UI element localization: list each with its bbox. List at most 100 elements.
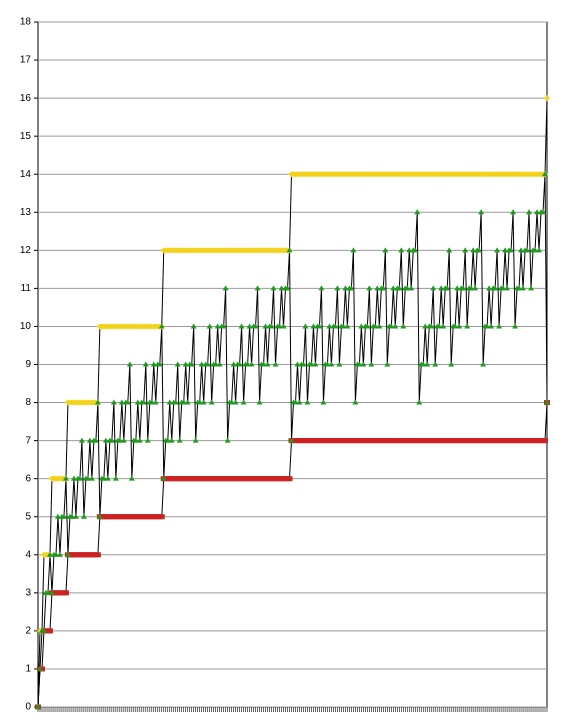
y-tick-label: 10	[20, 321, 32, 332]
data-point	[158, 514, 165, 520]
data-point	[510, 209, 517, 215]
data-point	[272, 361, 279, 367]
data-point	[432, 361, 439, 367]
data-point	[390, 285, 397, 291]
data-point	[52, 551, 59, 557]
data-point	[150, 361, 157, 367]
data-point	[286, 247, 293, 253]
data-point	[404, 285, 411, 291]
data-point	[296, 399, 303, 405]
data-point	[264, 361, 271, 367]
data-point	[134, 399, 141, 405]
data-point	[422, 323, 429, 329]
data-point	[212, 361, 219, 367]
data-point	[102, 437, 109, 443]
data-point	[324, 361, 331, 367]
data-point	[46, 628, 53, 634]
data-point	[438, 285, 445, 291]
data-point	[62, 475, 69, 481]
data-point	[472, 285, 479, 291]
data-point	[372, 323, 379, 329]
data-point	[532, 247, 539, 253]
data-point	[230, 361, 237, 367]
data-point	[56, 551, 63, 557]
data-point	[468, 285, 475, 291]
data-point	[408, 285, 415, 291]
data-point	[100, 475, 107, 481]
data-point	[334, 285, 341, 291]
data-point	[504, 285, 511, 291]
data-point	[152, 399, 159, 405]
data-point	[188, 361, 195, 367]
data-point	[236, 361, 243, 367]
data-point	[214, 323, 221, 329]
data-point	[228, 399, 235, 405]
data-point	[382, 247, 389, 253]
data-point	[440, 323, 447, 329]
data-point	[516, 285, 523, 291]
data-point	[424, 361, 431, 367]
data-point	[336, 361, 343, 367]
data-point	[220, 323, 227, 329]
data-point	[260, 361, 267, 367]
data-point	[444, 285, 451, 291]
data-point	[164, 437, 171, 443]
data-point	[288, 437, 295, 443]
data-point	[480, 361, 487, 367]
data-point	[540, 209, 547, 215]
data-point	[180, 399, 187, 405]
data-point	[278, 285, 285, 291]
data-point	[168, 437, 175, 443]
data-point	[76, 475, 83, 481]
data-point	[380, 285, 387, 291]
data-point	[300, 361, 307, 367]
data-point	[182, 361, 189, 367]
data-point	[526, 209, 533, 215]
data-point	[460, 285, 467, 291]
data-point	[148, 399, 155, 405]
y-tick-label: 1	[25, 664, 31, 675]
data-point	[118, 399, 125, 405]
data-point	[454, 285, 461, 291]
data-point	[496, 323, 503, 329]
data-point	[428, 323, 435, 329]
data-point	[132, 437, 139, 443]
data-point	[350, 247, 357, 253]
data-point	[204, 361, 211, 367]
data-point	[184, 399, 191, 405]
data-point	[352, 399, 359, 405]
data-point	[544, 95, 550, 102]
y-tick-label: 2	[25, 626, 31, 637]
data-point	[374, 285, 381, 291]
data-point	[392, 323, 399, 329]
data-point	[396, 285, 403, 291]
data-point	[124, 399, 131, 405]
data-point	[500, 285, 507, 291]
data-point	[508, 247, 515, 253]
data-point	[252, 323, 259, 329]
data-point	[302, 323, 309, 329]
data-point	[484, 323, 491, 329]
data-point	[304, 399, 311, 405]
data-point	[84, 475, 91, 481]
data-point	[140, 399, 147, 405]
data-point	[340, 323, 347, 329]
data-point	[342, 285, 349, 291]
data-point	[256, 399, 263, 405]
y-tick-label: 15	[20, 131, 32, 142]
data-point	[478, 209, 485, 215]
data-point	[270, 285, 277, 291]
data-point	[284, 285, 291, 291]
data-point	[62, 590, 69, 596]
data-point	[384, 361, 391, 367]
y-tick-label: 4	[25, 549, 31, 560]
y-tick-label: 9	[25, 359, 31, 370]
data-point	[292, 399, 299, 405]
data-point	[430, 285, 437, 291]
data-point	[78, 437, 85, 443]
data-point	[196, 399, 203, 405]
data-point	[44, 589, 51, 595]
data-point	[200, 399, 207, 405]
data-point	[222, 285, 229, 291]
